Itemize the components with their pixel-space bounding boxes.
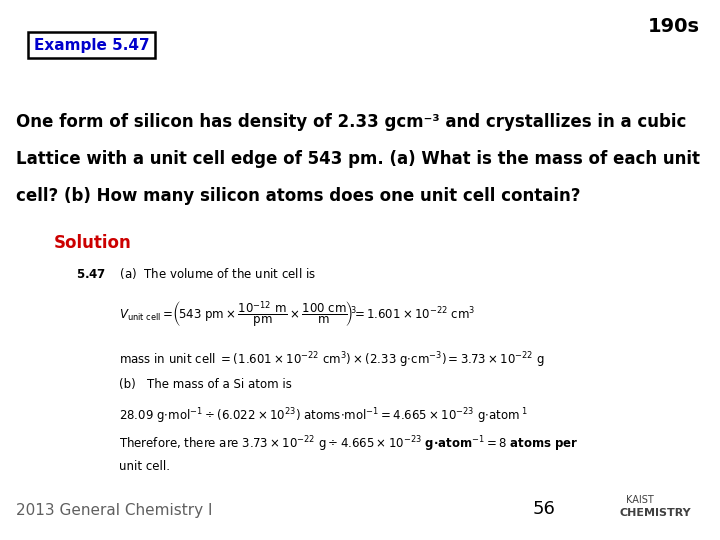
Text: 56: 56 (532, 501, 555, 518)
Text: cell? (b) How many silicon atoms does one unit cell contain?: cell? (b) How many silicon atoms does on… (16, 187, 580, 205)
Text: Lattice with a unit cell edge of 543 pm. (a) What is the mass of each unit: Lattice with a unit cell edge of 543 pm.… (16, 150, 700, 168)
Text: (b)   The mass of a Si atom is: (b) The mass of a Si atom is (119, 378, 292, 391)
Text: Therefore, there are $3.73 \times 10^{-22}\ \mathrm{g} \div 4.665 \times 10^{-23: Therefore, there are $3.73 \times 10^{-2… (119, 434, 578, 454)
Text: $V_{\mathrm{unit\ cell}} = \!\left(\!543\ \mathrm{pm} \times \dfrac{10^{-12}\ \m: $V_{\mathrm{unit\ cell}} = \!\left(\!543… (119, 300, 475, 330)
Text: Solution: Solution (54, 234, 132, 252)
Text: 2013 General Chemistry I: 2013 General Chemistry I (16, 503, 212, 518)
Text: mass in unit cell $= (1.601 \times 10^{-22}\ \mathrm{cm}^3) \times (2.33\ \mathr: mass in unit cell $= (1.601 \times 10^{-… (119, 350, 544, 369)
Text: CHEMISTRY: CHEMISTRY (619, 508, 690, 518)
Text: Example 5.47: Example 5.47 (34, 38, 150, 53)
Text: One form of silicon has density of 2.33 gcm⁻³ and crystallizes in a cubic: One form of silicon has density of 2.33 … (16, 113, 686, 131)
Text: KAIST: KAIST (626, 495, 654, 505)
Text: unit cell.: unit cell. (119, 460, 170, 473)
Text: $28.09\ \mathrm{g{\cdot}mol}^{-1} \div (6.022 \times 10^{23})\ \mathrm{atoms{\cd: $28.09\ \mathrm{g{\cdot}mol}^{-1} \div (… (119, 406, 528, 426)
Text: 190s: 190s (648, 17, 700, 36)
Text: $\mathbf{5.47}$    (a)  The volume of the unit cell is: $\mathbf{5.47}$ (a) The volume of the un… (76, 266, 315, 281)
